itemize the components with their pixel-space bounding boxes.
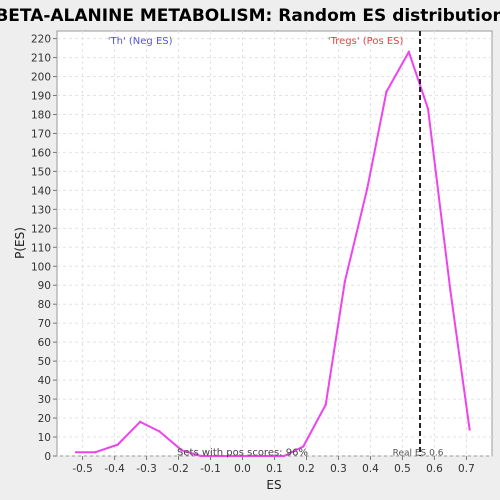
data-point — [468, 428, 471, 431]
data-point — [138, 420, 142, 424]
y-tick-label: 100 — [31, 261, 51, 273]
y-tick-label: 80 — [38, 299, 51, 311]
y-tick-label: 170 — [31, 128, 51, 140]
data-point — [343, 280, 347, 283]
y-tick-label: 20 — [38, 413, 51, 425]
y-tick-label: 140 — [31, 185, 51, 197]
y-tick-label: 50 — [38, 356, 51, 368]
x-tick-label: -0.4 — [104, 463, 125, 475]
y-tick-label: 10 — [38, 432, 51, 444]
y-tick-label: 40 — [38, 375, 51, 387]
x-tick-label: 0.0 — [234, 463, 251, 475]
data-point — [426, 107, 430, 110]
y-tick-label: 160 — [31, 147, 51, 159]
x-tick-label: -0.1 — [200, 463, 221, 475]
x-tick-label: 0.2 — [298, 463, 315, 475]
data-point — [282, 454, 286, 458]
data-point — [94, 451, 97, 454]
data-point — [324, 403, 327, 406]
x-axis-ticks: -0.5 -0.4 -0.3 -0.2 -0.1 0.0 0.1 0.2 0.3 0.4 0.5 0.… — [72, 456, 475, 475]
data-point — [302, 445, 305, 448]
y-tick-label: 120 — [31, 223, 51, 235]
y-tick-label: 0 — [44, 451, 51, 463]
data-point — [74, 451, 78, 454]
data-point — [180, 449, 183, 452]
data-point — [116, 443, 119, 446]
x-tick-label: -0.2 — [168, 463, 189, 475]
data-point — [385, 90, 388, 93]
data-point — [407, 50, 411, 54]
series-group — [74, 50, 471, 458]
y-tick-label: 220 — [31, 34, 51, 46]
y-tick-label: 200 — [31, 72, 51, 84]
x-tick-label: -0.3 — [136, 463, 157, 475]
legend-pos-label: 'Tregs' (Pos ES) — [328, 36, 404, 47]
data-point — [366, 187, 369, 190]
data-point — [241, 454, 244, 458]
pos-score-annotation: Sets with pos scores: 96% — [177, 448, 308, 459]
y-tick-label: 150 — [31, 166, 51, 178]
x-tick-label: 0.7 — [458, 463, 475, 475]
y-tick-label: 90 — [38, 280, 51, 292]
y-tick-label: 70 — [38, 318, 51, 330]
legend-neg-label: 'Th' (Neg ES) — [108, 36, 173, 47]
real-es-label: Real ES 0.6 — [393, 449, 444, 459]
data-point — [260, 454, 263, 458]
chart-title: BETA-ALANINE METABOLISM: Random ES distr… — [0, 6, 500, 26]
x-tick-label: -0.5 — [72, 463, 93, 475]
data-point — [222, 454, 225, 458]
y-tick-label: 60 — [38, 337, 51, 349]
y-tick-label: 130 — [31, 204, 51, 216]
y-tick-label: 190 — [31, 91, 51, 103]
x-tick-label: 0.6 — [426, 463, 443, 475]
x-axis-label: ES — [266, 478, 281, 492]
x-tick-label: 0.4 — [362, 463, 379, 475]
y-tick-label: 180 — [31, 109, 51, 121]
x-tick-label: 0.3 — [330, 463, 347, 475]
x-tick-label: 0.1 — [266, 463, 283, 475]
series-line — [76, 50, 471, 457]
y-axis-ticks: 0 10 20 30 40 50 60 70 80 90 100 110 120 130 140 150 160… — [31, 34, 57, 463]
y-tick-label: 210 — [31, 53, 51, 65]
x-tick-label: 0.5 — [394, 463, 411, 475]
y-axis-label: P(ES) — [13, 227, 27, 259]
y-tick-label: 30 — [38, 394, 51, 406]
data-point — [449, 289, 452, 293]
data-point — [199, 454, 203, 458]
y-tick-label: 110 — [31, 242, 51, 254]
data-point — [158, 430, 161, 433]
